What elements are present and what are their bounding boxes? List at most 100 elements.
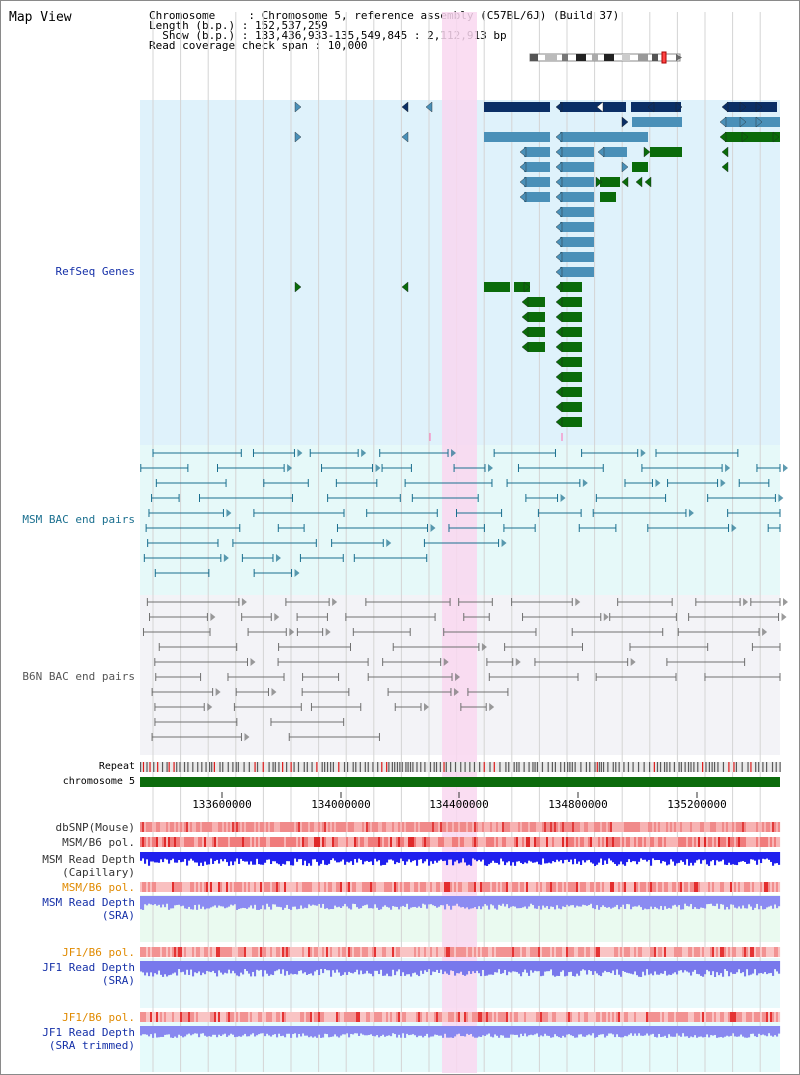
depth-bar <box>772 961 775 976</box>
heat-cell <box>302 822 305 832</box>
depth-bar <box>586 852 589 861</box>
heat-cell <box>192 837 195 847</box>
jf1-read-depth-trimmed-label[interactable]: JF1 Read Depth <box>42 1026 135 1039</box>
heat-cell <box>172 822 175 832</box>
heat-cell <box>690 822 693 832</box>
depth-bar <box>272 1026 275 1035</box>
heat-cell <box>710 1012 713 1022</box>
heat-cell <box>230 1012 233 1022</box>
heat-cell <box>670 947 673 957</box>
depth-bar <box>652 961 655 976</box>
depth-bar <box>150 852 153 862</box>
msm-read-depth-sra-label[interactable]: MSM Read Depth <box>42 896 135 909</box>
heat-cell <box>778 882 781 892</box>
msm-read-depth-capillary-label[interactable]: MSM Read Depth <box>42 853 135 866</box>
heat-cell <box>366 822 369 832</box>
jf1-b6-pol-label-1[interactable]: JF1/B6 pol. <box>62 946 135 959</box>
heat-cell <box>160 1012 163 1022</box>
heat-cell <box>432 1012 435 1022</box>
msm-bac-label[interactable]: MSM BAC end pairs <box>22 513 135 526</box>
heat-cell <box>488 837 491 847</box>
gene-bar <box>650 147 682 157</box>
depth-bar <box>454 896 457 906</box>
repeat-element <box>254 762 256 772</box>
gene-bar <box>524 147 550 157</box>
b6n-bac-label[interactable]: B6N BAC end pairs <box>22 670 135 683</box>
repeat-element <box>391 762 393 772</box>
repeat-element <box>632 762 634 772</box>
heat-cell <box>734 947 737 957</box>
heat-cell <box>572 837 575 847</box>
heat-cell <box>548 882 551 892</box>
depth-bar <box>644 961 647 976</box>
heat-cell <box>678 822 681 832</box>
gene-bar <box>600 192 616 202</box>
heat-cell <box>232 837 235 847</box>
heat-cell <box>724 822 727 832</box>
heat-cell <box>440 947 443 957</box>
heat-cell <box>552 947 555 957</box>
depth-bar <box>552 1026 555 1038</box>
heat-cell <box>568 882 571 892</box>
heat-cell <box>638 837 641 847</box>
heat-cell <box>510 1012 513 1022</box>
heat-cell <box>352 1012 355 1022</box>
heat-cell <box>560 837 563 847</box>
depth-bar <box>266 852 269 860</box>
repeat-element <box>338 762 340 772</box>
msm-b6-pol-label-2[interactable]: MSM/B6 pol. <box>62 881 135 894</box>
heat-cell <box>586 882 589 892</box>
gene-arrow <box>555 146 563 158</box>
depth-bar <box>638 896 641 906</box>
jf1-b6-pol-label-2[interactable]: JF1/B6 pol. <box>62 1011 135 1024</box>
depth-bar <box>538 961 541 972</box>
heat-cell <box>472 882 475 892</box>
refseq-genes-label[interactable]: RefSeq Genes <box>55 265 135 278</box>
depth-bar <box>468 1026 471 1035</box>
heat-cell <box>262 882 265 892</box>
depth-bar <box>372 961 375 977</box>
depth-bar <box>240 852 243 859</box>
heat-cell <box>602 837 605 847</box>
depth-bar <box>686 961 689 972</box>
heat-cell <box>766 882 769 892</box>
repeat-element <box>464 762 466 772</box>
jf1-read-depth-sra-label[interactable]: JF1 Read Depth <box>42 961 135 974</box>
msm-read-depth-capillary-sublabel: (Capillary) <box>62 866 135 879</box>
heat-cell <box>656 822 659 832</box>
depth-bar <box>346 896 349 907</box>
bac-arrow <box>332 598 338 606</box>
heat-cell <box>200 837 203 847</box>
depth-bar <box>174 852 177 863</box>
depth-bar <box>722 961 725 977</box>
depth-bar <box>486 961 489 976</box>
msm-b6-pol-label-1[interactable]: MSM/B6 pol. <box>62 836 135 849</box>
ideogram-band <box>576 54 586 61</box>
heat-cell <box>704 837 707 847</box>
depth-bar <box>268 1026 271 1036</box>
heat-cell <box>342 882 345 892</box>
depth-bar <box>432 896 435 906</box>
heat-cell <box>514 837 517 847</box>
repeat-element <box>600 762 602 772</box>
depth-bar <box>480 896 483 910</box>
dbsnp-label[interactable]: dbSNP(Mouse) <box>55 821 135 834</box>
depth-bar <box>412 1026 415 1035</box>
heat-cell <box>286 947 289 957</box>
depth-bar <box>682 961 685 973</box>
depth-bar <box>770 896 773 906</box>
heat-cell <box>352 947 355 957</box>
heat-cell <box>494 1012 497 1022</box>
depth-bar <box>458 961 461 974</box>
depth-bar <box>542 896 545 906</box>
heat-cell <box>478 882 481 892</box>
depth-bar <box>310 1026 313 1037</box>
heat-cell <box>480 882 483 892</box>
repeat-element <box>580 762 582 772</box>
heat-cell <box>418 822 421 832</box>
repeat-element <box>293 762 295 772</box>
depth-bar <box>304 961 307 973</box>
depth-bar <box>484 896 487 905</box>
depth-bar <box>692 961 695 972</box>
